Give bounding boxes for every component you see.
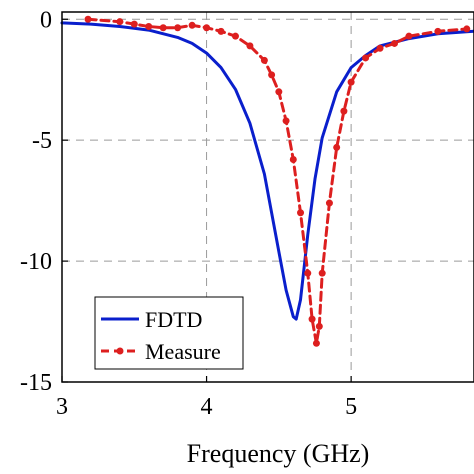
y-tick-label: 0	[40, 7, 52, 33]
data-point-measure	[217, 27, 225, 35]
data-point-measure	[260, 56, 268, 64]
x-tick-label: 5	[345, 394, 357, 420]
data-point-measure	[289, 156, 297, 164]
legend-label-measure: Measure	[145, 339, 221, 364]
data-point-measure	[362, 54, 370, 62]
y-tick-label: -5	[32, 128, 52, 154]
data-point-measure	[282, 117, 290, 125]
y-tick-label: -15	[20, 370, 52, 396]
data-point-measure	[188, 21, 196, 29]
data-point-measure	[434, 27, 442, 35]
axis-ticks: 3 4 5 0 -5 -10 -15	[20, 7, 357, 420]
data-point-measure	[463, 25, 471, 33]
series-line-measure	[86, 17, 469, 345]
data-point-measure	[318, 269, 326, 277]
data-point-measure	[297, 209, 305, 217]
data-point-measure	[308, 315, 316, 323]
data-point-measure	[174, 24, 182, 32]
data-point-measure	[130, 20, 138, 28]
series-layer	[60, 15, 474, 347]
legend-marker-measure	[116, 347, 124, 355]
x-tick-label: 4	[201, 394, 213, 420]
data-point-measure	[333, 143, 341, 151]
x-axis-title: Frequency (GHz)	[187, 439, 370, 468]
x-tick-label: 3	[56, 394, 68, 420]
data-point-measure	[84, 15, 92, 23]
data-point-measure	[159, 24, 167, 32]
data-point-measure	[275, 88, 283, 96]
data-point-measure	[246, 42, 254, 50]
plot-area-frame	[61, 11, 474, 383]
data-point-measure	[203, 24, 211, 32]
data-point-measure	[231, 32, 239, 40]
data-point-measure	[376, 44, 384, 52]
data-point-measure	[325, 199, 333, 207]
data-point-measure	[390, 39, 398, 47]
data-point-measure	[347, 78, 355, 86]
legend-label-fdtd: FDTD	[145, 307, 202, 332]
y-tick-label: -10	[20, 249, 52, 275]
legend-box	[94, 296, 244, 370]
data-point-measure	[340, 107, 348, 115]
data-point-measure	[116, 18, 124, 26]
data-point-measure	[312, 339, 320, 347]
legend: FDTD Measure	[94, 296, 244, 370]
data-point-measure	[268, 71, 276, 79]
data-point-measure	[145, 23, 153, 31]
data-point-measure	[315, 322, 323, 330]
data-point-measure	[304, 269, 312, 277]
data-point-measure	[405, 32, 413, 40]
